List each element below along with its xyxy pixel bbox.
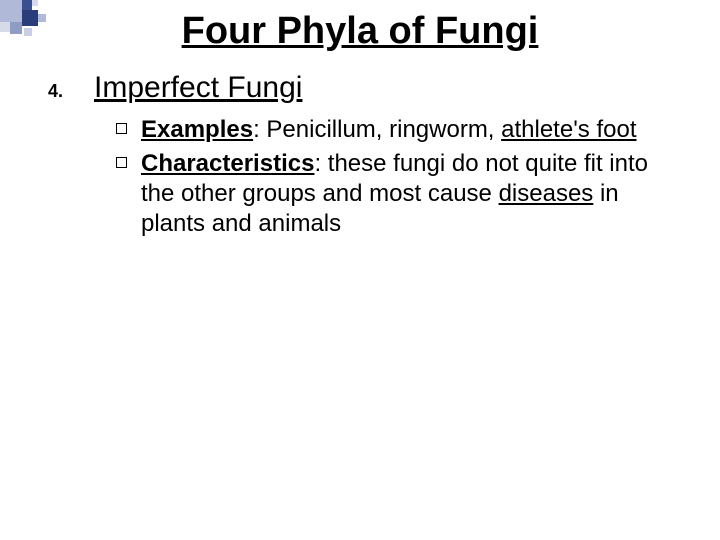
item-heading: Imperfect Fungi — [94, 71, 302, 105]
deco-square — [24, 28, 32, 36]
sub-item-label: Characteristics — [141, 150, 314, 177]
bullet-square-icon — [116, 123, 127, 134]
sub-item-label: Examples — [141, 116, 253, 143]
corner-decoration — [0, 0, 90, 48]
deco-square — [0, 0, 22, 22]
deco-square — [10, 22, 22, 34]
sub-item: Characteristics: these fungi do not quit… — [116, 149, 680, 239]
text-run: : Penicillum, ringworm, — [253, 116, 501, 143]
numbered-item: 4. Imperfect Fungi — [48, 71, 680, 105]
sub-item: Examples: Penicillum, ringworm, athlete'… — [116, 115, 680, 145]
deco-square — [22, 0, 32, 10]
deco-square — [0, 22, 10, 32]
text-run: diseases — [499, 180, 594, 207]
slide-title: Four Phyla of Fungi — [40, 10, 680, 53]
sub-item-text: Examples: Penicillum, ringworm, athlete'… — [141, 115, 636, 145]
sub-item-text: Characteristics: these fungi do not quit… — [141, 149, 680, 239]
item-number: 4. — [48, 81, 70, 102]
text-run: athlete's foot — [501, 116, 636, 143]
main-list: 4. Imperfect Fungi Examples: Penicillum,… — [40, 71, 680, 239]
sub-list: Examples: Penicillum, ringworm, athlete'… — [116, 115, 680, 239]
deco-square — [32, 0, 38, 6]
slide-content: Four Phyla of Fungi 4. Imperfect Fungi E… — [0, 0, 720, 239]
deco-square — [22, 10, 38, 26]
bullet-square-icon — [116, 157, 127, 168]
deco-square — [38, 14, 46, 22]
